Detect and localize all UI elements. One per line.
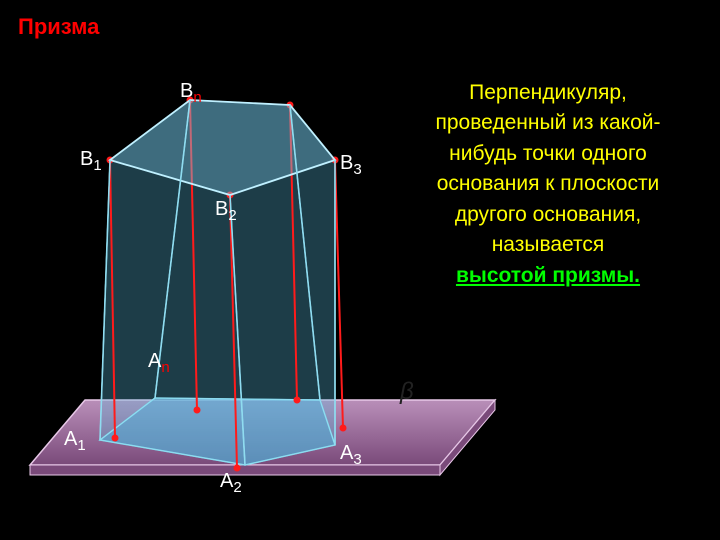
- vertex-label: A2: [220, 470, 242, 496]
- description-line: другого основания,: [398, 200, 698, 230]
- description-line: Перпендикуляр,: [398, 78, 698, 108]
- vertex-label: A1: [64, 428, 86, 454]
- description-highlight: высотой призмы.: [398, 261, 698, 291]
- height-dot-bottom: [194, 407, 201, 414]
- vertex-label: An: [148, 350, 170, 376]
- vertex-label: A3: [340, 442, 362, 468]
- description-line: проведенный из какой-: [398, 108, 698, 138]
- height-dot-bottom: [294, 397, 301, 404]
- vertex-label: Bn: [180, 80, 202, 106]
- stage: Призма Перпендикуляр,проведенный из како…: [0, 0, 720, 540]
- description-line: основания к плоскости: [398, 169, 698, 199]
- height-line: [335, 160, 343, 428]
- height-dot-bottom: [340, 425, 347, 432]
- diagram-title: Призма: [18, 14, 99, 40]
- description-line: нибудь точки одного: [398, 139, 698, 169]
- plane-label: β: [400, 378, 414, 406]
- description-line: называется: [398, 230, 698, 260]
- vertex-label: B2: [215, 198, 237, 224]
- description-block: Перпендикуляр,проведенный из какой-нибуд…: [398, 78, 698, 291]
- vertex-label: B3: [340, 152, 362, 178]
- vertex-label: B1: [80, 148, 102, 174]
- height-dot-bottom: [112, 435, 119, 442]
